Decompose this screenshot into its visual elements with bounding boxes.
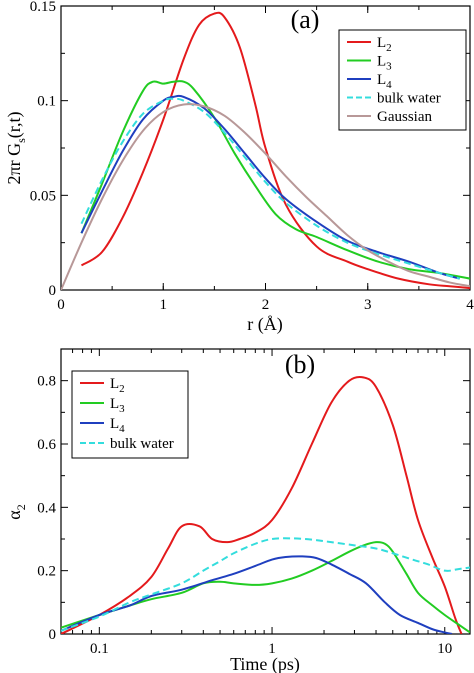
x-tick-label: 1 [268, 641, 276, 657]
panel-label-a: (a) [291, 5, 320, 34]
y-tick-label: 0.4 [37, 500, 56, 516]
x-tick-label: 1 [160, 297, 168, 313]
y-axis-label-b: α2 [4, 504, 28, 519]
x-axis-label-b: Time (ps) [230, 654, 300, 673]
legend-label: L2 [377, 35, 392, 54]
series-lines-b [61, 375, 470, 634]
x-tick-label: 2 [262, 297, 270, 313]
panel-a: 0 1 2 3 400.050.10.15 (a) r (Å) 2πr Gs(r,t) … [4, 0, 474, 335]
legend-label: L4 [377, 72, 392, 91]
y-axis-label-b-sub: 2 [14, 504, 28, 510]
y-tick-label: 0.15 [30, 0, 56, 15]
series-line-l4 [61, 555, 453, 634]
y-tick-label: 0.05 [30, 188, 56, 204]
y-tick-label: 0.1 [37, 94, 56, 110]
series-line-bulk-water [61, 537, 470, 632]
y-tick-label: 0 [49, 283, 57, 299]
x-tick-label: 3 [364, 297, 372, 313]
x-tick-label: 4 [466, 297, 474, 313]
y-tick-label: 0 [49, 627, 57, 643]
x-tick-label: 0 [57, 297, 65, 313]
series-line-l4 [80, 94, 461, 280]
legend-label: L3 [377, 54, 392, 73]
series-line-l3 [61, 541, 470, 634]
series-lines-a [61, 11, 470, 290]
y-axis-label-a-sub: s [14, 138, 28, 143]
y-axis-label-a-tail: (r,t) [4, 111, 25, 138]
legend-label: L3 [110, 396, 125, 415]
x-tick-label: 10 [437, 641, 452, 657]
series-line-l2 [61, 375, 463, 634]
series-line-gaussian [61, 103, 470, 290]
y-axis-label-b-main: α [4, 510, 24, 520]
x-tick-label: 0.1 [90, 641, 109, 657]
series-line-l2 [80, 11, 470, 290]
legend-label: L2 [110, 376, 125, 395]
y-axis-label-a-main: 2πr G [4, 143, 24, 185]
legend-label: bulk water [110, 436, 174, 452]
legend-label: bulk water [377, 91, 441, 107]
y-axis-label-a: 2πr Gs(r,t) [4, 111, 28, 184]
panel-label-b: (b) [285, 350, 315, 379]
legend-label: L4 [110, 416, 125, 435]
y-tick-label: 0.2 [37, 564, 56, 580]
y-tick-label: 0.6 [37, 437, 56, 453]
x-axis-label-a: r (Å) [247, 314, 282, 335]
axis-ticks-b: 0.1 1 10 0 0.2 0.4 0.6 0.8 [37, 348, 470, 657]
series-line-bulk-water [80, 97, 461, 280]
y-tick-label: 0.8 [37, 374, 56, 390]
series-line-l3 [80, 80, 470, 280]
axis-ticks-a: 0 1 2 3 4 0 0.05 0.1 0.15 [30, 0, 474, 313]
legend-label: Gaussian [377, 109, 432, 125]
